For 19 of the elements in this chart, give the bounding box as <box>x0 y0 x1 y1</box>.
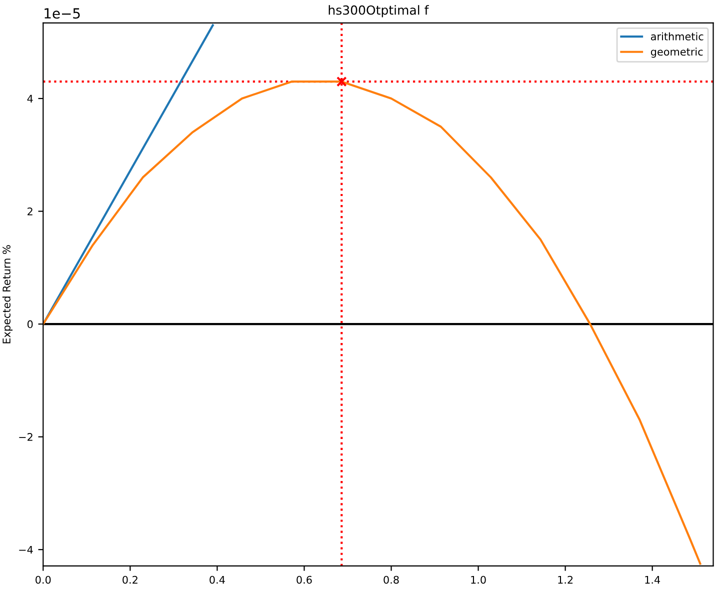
y-axis-title: Expected Return % <box>2 245 13 344</box>
legend-label: arithmetic <box>650 32 704 40</box>
y-tick-label: 2 <box>28 208 32 216</box>
legend-label: geometric <box>650 48 703 58</box>
y-tick-label: −2 <box>19 433 32 441</box>
x-tick-label: 0.2 <box>122 576 138 584</box>
text: 1e−5 <box>44 8 80 19</box>
x-tick-label: 1.2 <box>558 576 573 584</box>
y-tick-label: −4 <box>19 546 33 554</box>
x-tick-label: 0.8 <box>384 576 399 584</box>
x-tick-label: 0.4 <box>210 576 225 584</box>
x-tick-label: 1.4 <box>645 576 660 584</box>
x-tick-label: 0.0 <box>36 576 51 584</box>
chart-title: hs300Otptimal f <box>328 5 429 18</box>
y-tick-label: 0 <box>27 320 33 328</box>
x-tick-label: 1.0 <box>471 576 486 584</box>
y-tick-label: 4 <box>27 94 33 102</box>
x-tick-label: 0.6 <box>296 576 312 584</box>
line-series <box>43 80 702 565</box>
